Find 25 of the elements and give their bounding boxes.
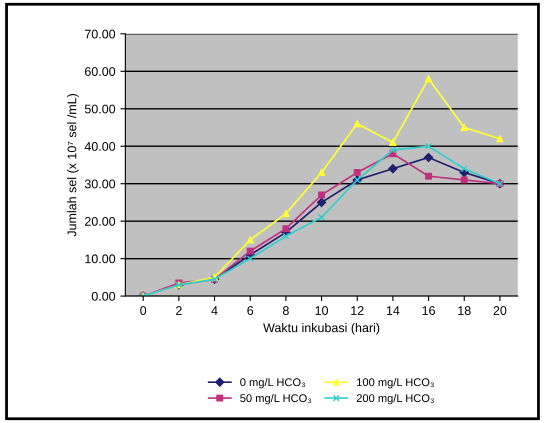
x-tick-label: 8 [282, 306, 289, 316]
x-tick-label: 10 [316, 306, 328, 316]
x-tick-label: 16 [422, 306, 435, 316]
x-tick-label: 18 [458, 306, 471, 316]
x-tick-label: 6 [247, 306, 254, 316]
y-tick-label: 40.00 [84, 142, 116, 151]
x-tick-label: 14 [386, 306, 400, 315]
x-tick-label: 0 [140, 306, 146, 316]
legend-label: 200 mg/L HCO₃ [356, 394, 434, 404]
y-tick-label: 10.00 [85, 254, 116, 264]
legend-label: 100 mg/L HCO₃ [357, 378, 434, 388]
legend-label: 50 mg/L HCO₃ [240, 394, 312, 404]
x-tick-label: 2 [176, 306, 182, 315]
y-tick-label: 30.00 [84, 180, 116, 188]
y-tick-label: 70.00 [84, 30, 116, 38]
y-tick-label: 0.00 [92, 292, 116, 301]
x-axis-title: Waktu inkubasi (hari) [263, 323, 380, 335]
y-tick-label: 50.00 [84, 104, 116, 114]
x-tick-label: 20 [494, 306, 506, 316]
x-tick-label: 4 [211, 306, 218, 315]
y-axis-title: Jumlah sel (x 10⁷ sel /mL) [67, 94, 79, 236]
y-tick-label: 20.00 [84, 216, 116, 226]
legend-label: 0 mg/L HCO₃ [240, 378, 305, 388]
y-tick-label: 60.00 [84, 67, 116, 76]
x-tick-label: 12 [351, 306, 364, 315]
